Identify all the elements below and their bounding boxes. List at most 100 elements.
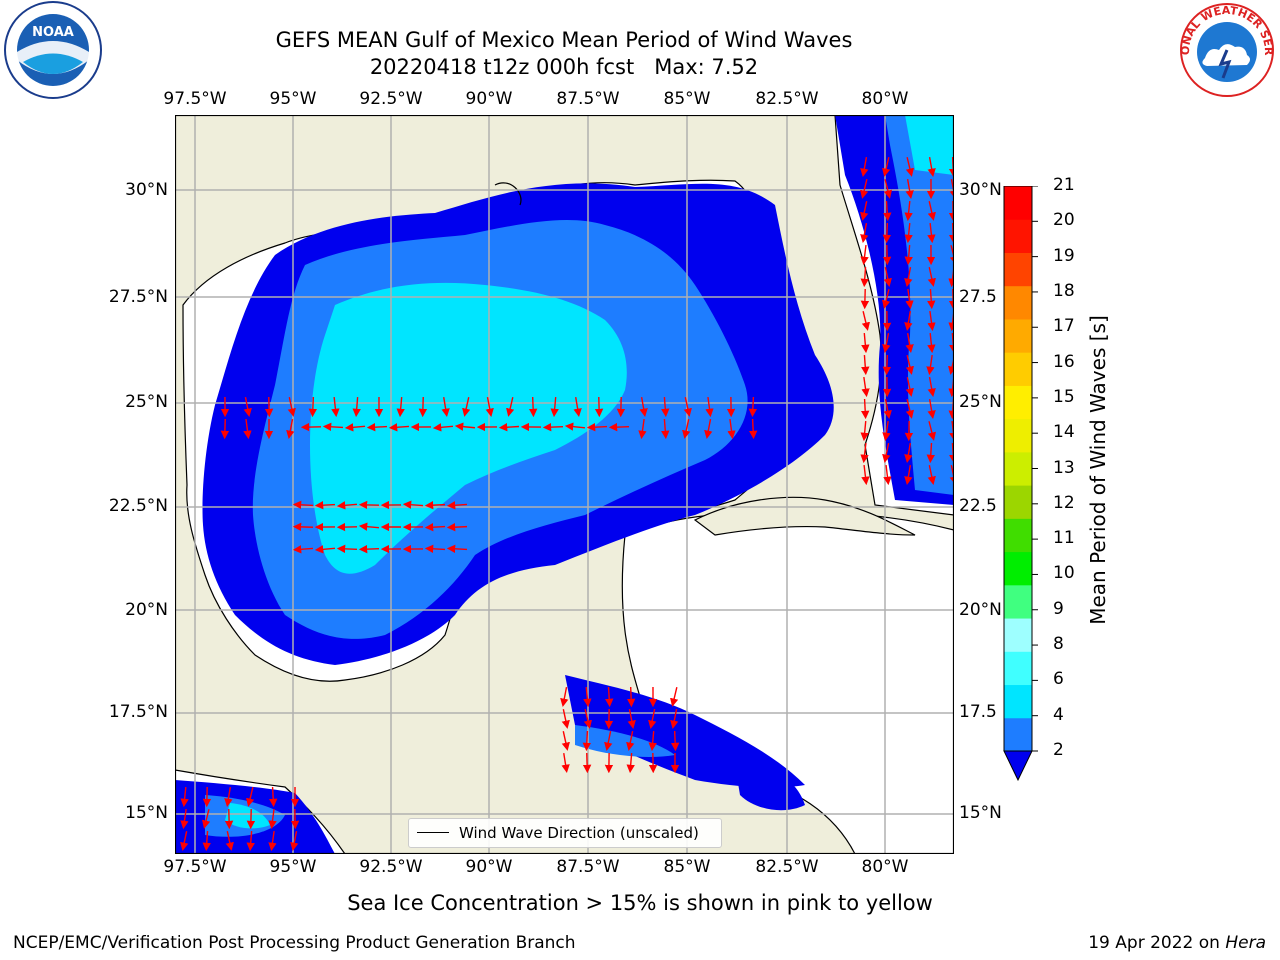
wind-wave-arrow: [561, 731, 570, 751]
wind-wave-arrow: [883, 200, 892, 222]
lon-label-top: 87.5°W: [556, 89, 620, 109]
colorbar-band: [1004, 551, 1032, 586]
wind-wave-arrow: [564, 422, 586, 431]
wind-wave-arrow: [358, 522, 380, 531]
colorbar-tick-label: 18: [1053, 280, 1075, 301]
wind-wave-arrow: [883, 399, 892, 419]
wind-wave-arrow: [883, 179, 893, 199]
colorbar-title: Mean Period of Wind Waves [s]: [1086, 315, 1110, 625]
lat-label-right: 30°N: [959, 180, 1002, 200]
wind-wave-arrow: [883, 464, 892, 486]
wind-wave-arrow: [882, 157, 891, 177]
colorbar-tick-label: 9: [1053, 598, 1064, 619]
wind-wave-arrow: [927, 157, 936, 178]
colorbar-tick-label: 8: [1053, 634, 1064, 655]
wind-wave-arrow: [860, 244, 869, 266]
colorbar-band: [1004, 618, 1032, 652]
wind-wave-arrow: [905, 377, 914, 397]
wind-wave-arrow: [446, 522, 468, 532]
colorbar-band: [1004, 186, 1032, 220]
wind-wave-arrow: [927, 332, 936, 354]
wind-wave-arrow: [432, 423, 454, 432]
lon-label-bottom: 87.5°W: [556, 857, 620, 877]
wind-wave-arrow: [904, 222, 913, 244]
wind-wave-arrow: [861, 332, 870, 354]
colorbar-tick-label: 17: [1053, 316, 1075, 337]
wind-wave-arrow: [927, 377, 936, 397]
colorbar-band: [1004, 717, 1032, 752]
wind-wave-arrow: [927, 310, 936, 332]
wind-wave-arrow: [202, 830, 211, 852]
wind-wave-arrow: [860, 420, 869, 442]
wind-wave-arrow: [561, 709, 570, 729]
lat-label-left: 25°N: [125, 392, 168, 412]
wind-wave-arrow: [243, 397, 252, 417]
wind-wave-arrow: [882, 354, 892, 376]
wind-wave-arrow: [314, 501, 336, 510]
wind-wave-arrow: [926, 442, 935, 464]
wind-wave-arrow: [573, 396, 582, 418]
wind-wave-arrow: [462, 397, 471, 417]
lon-label-bottom: 80°W: [861, 857, 909, 877]
wind-wave-arrow: [352, 396, 361, 418]
wind-wave-arrow: [528, 396, 538, 418]
wind-wave-arrow: [604, 731, 613, 751]
wind-wave-arrow: [904, 244, 913, 266]
wind-wave-arrow: [905, 288, 914, 310]
colorbar-extend-arrow: [1003, 750, 1033, 782]
lon-label-bottom: 95°W: [269, 857, 317, 877]
colorbar-band: [1004, 518, 1032, 553]
colorbar-tick-label: 4: [1053, 704, 1064, 725]
wind-wave-arrow: [287, 397, 296, 417]
wind-wave-arrow: [626, 686, 636, 708]
wind-wave-arrow: [860, 157, 869, 178]
wind-wave-arrow: [927, 201, 936, 221]
wind-wave-arrow: [927, 465, 936, 485]
wind-wave-arrow: [605, 686, 614, 708]
colorbar-tick-label: 13: [1053, 457, 1075, 478]
wind-wave-arrow: [506, 397, 515, 417]
colorbar-band: [1004, 219, 1032, 253]
wind-wave-arrow: [396, 396, 405, 418]
colorbar-tick-label: 11: [1053, 528, 1075, 549]
lon-label-bottom: 85°W: [663, 857, 711, 877]
wind-wave-arrow: [560, 687, 569, 707]
wind-wave-arrow: [358, 544, 380, 554]
colorbar-tick-label: 14: [1053, 422, 1075, 443]
wind-wave-arrow: [904, 310, 913, 332]
wind-wave-arrow: [292, 545, 314, 554]
wind-wave-arrow: [224, 786, 233, 808]
wind-wave-arrow: [402, 500, 424, 509]
wind-wave-arrow: [670, 730, 680, 752]
wind-wave-arrow: [860, 201, 869, 221]
wind-wave-arrow: [561, 752, 570, 774]
wind-wave-arrow: [661, 418, 670, 440]
wind-wave-arrow: [882, 222, 892, 244]
wind-wave-arrow: [904, 442, 913, 464]
wind-wave-arrow: [366, 423, 388, 432]
lon-label-top: 97.5°W: [163, 89, 227, 109]
wind-wave-arrow: [268, 830, 277, 852]
wind-wave-arrow: [388, 423, 410, 432]
footer-right-date: 19 Apr 2022 on Hera: [1088, 933, 1266, 953]
wind-wave-arrow: [705, 396, 714, 418]
wind-wave-arrow: [639, 396, 648, 418]
wind-wave-arrow: [927, 288, 936, 310]
wind-wave-arrow: [748, 396, 757, 418]
wind-wave-arrow: [860, 179, 869, 199]
wind-wave-arrow: [683, 397, 692, 417]
wind-wave-arrow: [626, 752, 635, 774]
wind-wave-arrow: [246, 830, 255, 852]
wind-wave-arrow: [446, 501, 468, 510]
wind-wave-arrow: [180, 831, 189, 851]
wind-wave-arrow: [727, 418, 736, 440]
colorbar-band: [1004, 252, 1032, 287]
wind-wave-arrow: [927, 267, 936, 287]
lon-label-top: 80°W: [861, 89, 909, 109]
wind-wave-arrow: [424, 544, 446, 554]
colorbar-band: [1004, 385, 1032, 420]
footer-date-text: 19 Apr 2022 on: [1088, 933, 1226, 953]
wind-wave-arrow: [904, 267, 913, 287]
lat-label-left: 22.5°N: [108, 496, 168, 516]
noaa-logo: NOAA: [4, 1, 102, 99]
